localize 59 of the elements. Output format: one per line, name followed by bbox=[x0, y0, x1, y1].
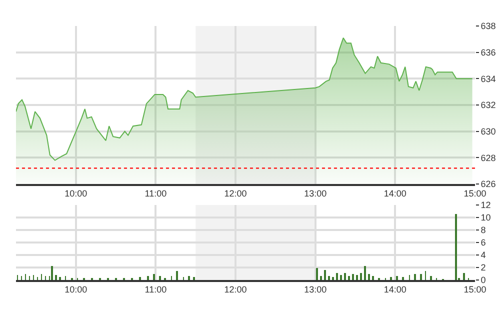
y-tick-label: 630 bbox=[480, 126, 496, 136]
bar bbox=[51, 266, 53, 280]
y-tick-label: 12 bbox=[480, 200, 491, 210]
bar bbox=[59, 277, 61, 280]
x-tick-label: 10:00 bbox=[64, 188, 88, 199]
x-tick-label: 14:00 bbox=[384, 284, 406, 295]
x-tick-label: 14:00 bbox=[384, 188, 406, 199]
y-tick-label: 626 bbox=[480, 179, 496, 190]
x-tick-label: 12:00 bbox=[224, 284, 247, 295]
x-tick-label: 11:00 bbox=[144, 188, 167, 199]
bar bbox=[332, 277, 334, 280]
bar bbox=[430, 276, 432, 280]
x-tick-label: 13:00 bbox=[304, 188, 327, 199]
x-tick-label: 15:00 bbox=[464, 188, 486, 199]
x-tick-label: 11:00 bbox=[144, 284, 167, 295]
y-tick-label: 636 bbox=[480, 47, 496, 58]
bar bbox=[344, 273, 346, 280]
bar bbox=[360, 273, 362, 280]
bar bbox=[463, 273, 465, 280]
y-tick-label: 634 bbox=[480, 74, 496, 84]
bar bbox=[316, 268, 318, 280]
bar bbox=[153, 274, 155, 280]
bar bbox=[402, 277, 404, 280]
bar bbox=[390, 277, 392, 280]
bar bbox=[55, 275, 57, 280]
bar bbox=[396, 276, 398, 280]
bar bbox=[352, 274, 354, 280]
y-tick-label: 638 bbox=[480, 21, 496, 32]
y-tick-label: 10 bbox=[480, 212, 491, 223]
x-tick-label: 13:00 bbox=[304, 284, 327, 295]
bar bbox=[414, 274, 416, 280]
bar bbox=[348, 276, 350, 280]
bar bbox=[176, 271, 178, 280]
bar bbox=[372, 276, 374, 280]
y-tick-label: 6 bbox=[480, 238, 486, 248]
bar bbox=[455, 214, 457, 280]
bar bbox=[193, 277, 195, 280]
bar bbox=[328, 276, 330, 280]
bar bbox=[188, 276, 190, 280]
bar bbox=[159, 276, 161, 280]
bar bbox=[364, 266, 366, 280]
bar bbox=[139, 277, 141, 280]
y-tick-label: 4 bbox=[480, 250, 486, 260]
bar bbox=[147, 276, 149, 280]
bar bbox=[356, 275, 358, 280]
bar bbox=[320, 276, 322, 280]
bar bbox=[336, 273, 338, 280]
x-tick-label: 10:00 bbox=[64, 284, 88, 295]
y-tick-label: 632 bbox=[480, 100, 496, 110]
x-tick-label: 12:00 bbox=[224, 188, 247, 199]
bar bbox=[340, 275, 342, 280]
x-tick-label: 15:00 bbox=[464, 284, 486, 295]
bar bbox=[324, 270, 326, 280]
y-tick-label: 0 bbox=[480, 275, 486, 286]
y-tick-label: 2 bbox=[480, 262, 486, 273]
y-tick-label: 628 bbox=[480, 152, 496, 163]
y-tick-label: 8 bbox=[480, 225, 486, 236]
bar bbox=[420, 274, 422, 280]
bar bbox=[368, 274, 370, 280]
